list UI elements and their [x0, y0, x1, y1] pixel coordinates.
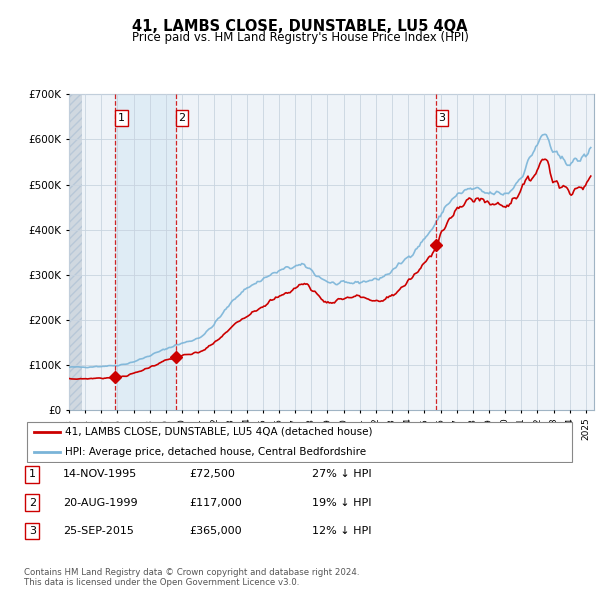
Text: Contains HM Land Registry data © Crown copyright and database right 2024.
This d: Contains HM Land Registry data © Crown c…: [24, 568, 359, 587]
Bar: [115, 94, 176, 410]
FancyBboxPatch shape: [27, 421, 572, 463]
Text: 3: 3: [439, 113, 446, 123]
Text: HPI: Average price, detached house, Central Bedfordshire: HPI: Average price, detached house, Cent…: [65, 447, 367, 457]
Text: 2: 2: [29, 498, 36, 507]
Text: £365,000: £365,000: [189, 526, 242, 536]
Text: 1: 1: [118, 113, 125, 123]
Bar: [69, 94, 82, 410]
Text: 14-NOV-1995: 14-NOV-1995: [63, 470, 137, 479]
Text: £72,500: £72,500: [189, 470, 235, 479]
Text: Price paid vs. HM Land Registry's House Price Index (HPI): Price paid vs. HM Land Registry's House …: [131, 31, 469, 44]
Text: 27% ↓ HPI: 27% ↓ HPI: [312, 470, 371, 479]
Text: 20-AUG-1999: 20-AUG-1999: [63, 498, 137, 507]
Text: 41, LAMBS CLOSE, DUNSTABLE, LU5 4QA (detached house): 41, LAMBS CLOSE, DUNSTABLE, LU5 4QA (det…: [65, 427, 373, 437]
Text: 41, LAMBS CLOSE, DUNSTABLE, LU5 4QA: 41, LAMBS CLOSE, DUNSTABLE, LU5 4QA: [132, 19, 468, 34]
Text: 1: 1: [29, 470, 36, 479]
Text: 19% ↓ HPI: 19% ↓ HPI: [312, 498, 371, 507]
Text: 12% ↓ HPI: 12% ↓ HPI: [312, 526, 371, 536]
Text: 3: 3: [29, 526, 36, 536]
Text: 2: 2: [179, 113, 185, 123]
Text: 25-SEP-2015: 25-SEP-2015: [63, 526, 134, 536]
Text: £117,000: £117,000: [189, 498, 242, 507]
